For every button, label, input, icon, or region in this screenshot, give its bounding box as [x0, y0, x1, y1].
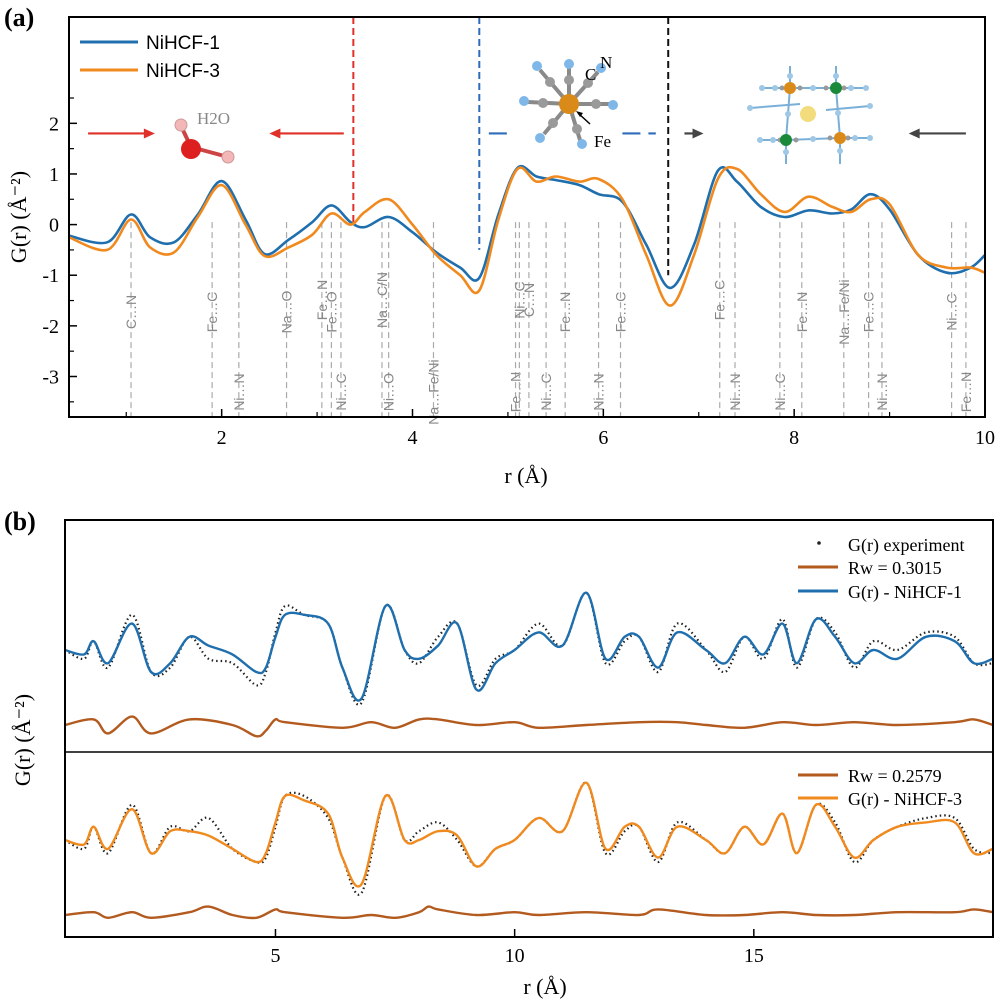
x-tick-label: 10 — [505, 945, 525, 967]
iron-atom — [784, 82, 796, 94]
panel-a-series — [68, 165, 986, 307]
legend-label-nihcf-1: NiHCF-1 — [146, 33, 220, 54]
fit-curve-1 — [64, 591, 994, 702]
panel-b-x-axis: 5 10 15 — [270, 929, 764, 967]
bond-annotation-label: Fe…N — [508, 372, 524, 412]
legend-label-rw-3: Rw = 0.2579 — [848, 766, 942, 786]
bond-annotation-label: C…N — [521, 283, 537, 317]
legend-label-experiment: G(r) experiment — [848, 535, 964, 556]
nickel-atom — [830, 82, 842, 94]
panel-a-x-axis: 2 4 6 8 10 — [125, 409, 995, 449]
x-tick-label: 15 — [744, 945, 764, 967]
hydrogen-atom — [174, 118, 188, 132]
x-tick-label: 6 — [598, 427, 608, 449]
panel-a-y-axis: 2 1 0 -1 -2 -3 — [42, 97, 77, 403]
bond-annotation-label: Fe…C — [204, 292, 220, 332]
bond-annotation-label: Fe…C — [613, 292, 629, 332]
y-tick-label: -2 — [42, 316, 59, 338]
panel-a-label: (a) — [4, 3, 34, 32]
legend-label-fit-1: G(r) - NiHCF-1 — [848, 582, 962, 603]
sodium-atom — [800, 106, 816, 122]
bond-annotation-label: Ni…C — [333, 373, 349, 410]
hydrogen-atom — [221, 150, 235, 164]
bond-annotation-label: Fe…N — [314, 280, 330, 320]
bond-annotation-label: Ni…N — [727, 373, 743, 410]
ferrocyanide-inset: C N Fe — [519, 53, 618, 151]
y-tick-label: 1 — [49, 164, 59, 186]
bond-annotation-label: Fe…C — [712, 280, 728, 320]
iron-atom — [834, 132, 846, 144]
panel-a-legend: NiHCF-1 NiHCF-3 — [80, 33, 220, 82]
panel-a-y-axis-label: G(r) (Å⁻²) — [6, 171, 31, 263]
bond-annotation-label: Ni…O — [381, 373, 397, 411]
bond-annotation-label: Na…Fe/Ni — [836, 279, 852, 344]
legend-label-rw-1: Rw = 0.3015 — [848, 558, 942, 578]
series-line-nihcf-3 — [68, 165, 986, 307]
legend-label-fit-3: G(r) - NiHCF-3 — [848, 789, 962, 810]
bond-annotation-label: Na…O — [279, 291, 295, 334]
bond-annotation-label: C…N — [123, 295, 139, 329]
iron-label: Fe — [594, 132, 611, 151]
panel-a-frame — [68, 16, 986, 418]
panel-a-bond-annotations: C…N Fe…CNi…NNa…O Fe…NFe…ONi…CNa…C/NNi…O Na…… — [123, 222, 974, 425]
bond-annotation-label: Fe…C — [861, 292, 877, 332]
legend-swatch-experiment — [817, 541, 821, 545]
bond-annotation-label: Ni…C — [538, 373, 554, 410]
water-label: H2O — [197, 109, 230, 128]
bond-annotation-label: Ni…N — [231, 373, 247, 410]
panel-a-arrows — [88, 128, 966, 139]
panel-b-y-axis-label: G(r) (Å⁻²) — [10, 694, 35, 786]
y-tick-label: 0 — [49, 215, 59, 237]
bond-annotation-label: Ni…C — [944, 293, 960, 330]
panel-b-series — [64, 591, 994, 920]
x-tick-label: 4 — [408, 427, 418, 449]
oxygen-atom — [181, 139, 201, 159]
carbon-label: C — [585, 65, 596, 84]
bond-annotation-label: Fe…O — [323, 291, 339, 332]
y-tick-label: 2 — [49, 113, 59, 135]
water-molecule-inset: H2O — [174, 109, 235, 164]
experiment-curve-1 — [64, 591, 994, 706]
bond-annotation-label: Fe…N — [794, 292, 810, 332]
bond-annotation-label: Ni…N — [591, 373, 607, 410]
region-arrow-head — [692, 128, 704, 139]
residual-curve-1 — [64, 715, 994, 738]
bond-annotation-label: Fe…N — [557, 292, 573, 332]
series-line-nihcf-1 — [68, 165, 986, 290]
x-tick-label: 5 — [270, 945, 280, 967]
panel-b-bottom-legend: Rw = 0.2579 G(r) - NiHCF-3 — [798, 766, 962, 810]
bond-annotation-label: Na…Fe/Ni — [425, 359, 441, 424]
bond-annotation-label: Ni…C — [772, 373, 788, 410]
nitrogen-label: N — [600, 53, 612, 72]
x-tick-label: 10 — [975, 427, 995, 449]
nickel-atom — [780, 134, 792, 146]
legend-label-nihcf-3: NiHCF-3 — [146, 61, 220, 82]
panel-b-frame — [64, 519, 994, 938]
residual-curve-2 — [64, 905, 994, 920]
bond-annotation-label: Ni…N — [874, 373, 890, 410]
panel-b-x-axis-label: r (Å) — [523, 974, 566, 999]
panel-b-label: (b) — [4, 507, 36, 536]
bond-annotation-label: Fe…N — [958, 372, 974, 412]
y-tick-label: -1 — [42, 265, 59, 287]
region-arrow-head — [908, 128, 920, 139]
bond-annotation-label: Ni…C — [511, 281, 527, 318]
iron-atom — [559, 94, 579, 114]
bond-annotation-label: Na…C/N — [374, 272, 390, 328]
y-tick-label: -3 — [42, 366, 59, 388]
region-arrow-head — [143, 128, 155, 139]
fit-curve-2 — [64, 781, 994, 888]
panel-a-x-axis-label: r (Å) — [504, 463, 547, 488]
x-tick-label: 8 — [789, 427, 799, 449]
region-arrow-head — [269, 128, 281, 139]
x-tick-label: 2 — [217, 427, 227, 449]
panel-b-top-legend: G(r) experiment Rw = 0.3015 G(r) - NiHCF… — [798, 535, 964, 603]
lattice-inset — [747, 66, 873, 164]
panel-a-divider-lines — [352, 17, 670, 276]
